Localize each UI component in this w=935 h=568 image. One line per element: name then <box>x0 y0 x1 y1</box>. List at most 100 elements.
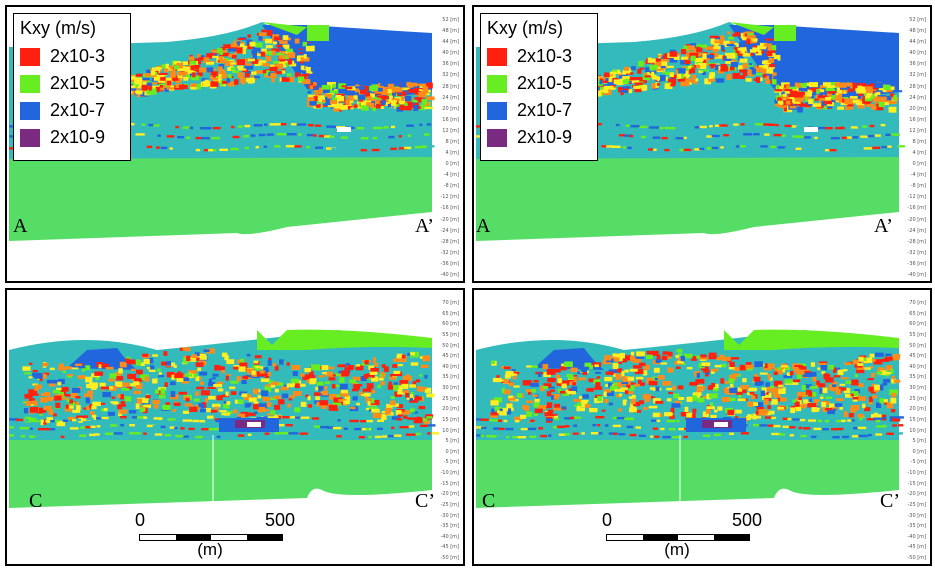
sediment-band <box>62 419 69 422</box>
facies-cell <box>167 80 172 86</box>
sediment-band <box>860 135 869 138</box>
facies-cell <box>704 78 711 85</box>
facies-cell <box>613 382 623 388</box>
facies-cell <box>713 46 721 50</box>
facies-cell <box>41 393 47 396</box>
depth-tick-label: 12 [m] <box>442 127 459 134</box>
facies-cell <box>845 394 853 398</box>
facies-cell <box>847 90 856 96</box>
facies-cell <box>843 388 851 394</box>
facies-cell <box>300 373 305 377</box>
facies-cell <box>825 85 835 92</box>
depth-tick-label: 20 [m] <box>909 105 926 112</box>
facies-cell <box>264 386 272 392</box>
facies-cell <box>667 367 674 373</box>
sediment-band <box>564 433 571 436</box>
facies-cell <box>130 383 137 387</box>
sediment-band <box>817 419 822 423</box>
facies-cell <box>774 99 778 105</box>
facies-cell <box>424 374 428 379</box>
sediment-band <box>137 416 146 419</box>
facies-cell <box>783 105 787 112</box>
legend-swatch <box>20 47 40 66</box>
facies-cell <box>270 72 277 79</box>
facies-cell <box>570 367 578 373</box>
facies-cell <box>305 394 309 398</box>
facies-cell <box>769 385 774 389</box>
facies-cell <box>698 378 705 384</box>
facies-cell <box>893 379 901 383</box>
facies-cell <box>265 369 269 373</box>
sediment-band <box>513 428 520 431</box>
facies-cell <box>148 369 156 372</box>
depth-tick-label: 55 [m] <box>442 331 459 338</box>
facies-cell <box>864 407 871 412</box>
facies-cell <box>397 404 404 409</box>
permeability-patch <box>724 329 899 350</box>
depth-tick-label: -25 [m] <box>907 501 926 508</box>
facies-cell <box>319 400 328 406</box>
facies-cell <box>128 76 136 80</box>
facies-cell <box>177 371 182 374</box>
sediment-band <box>830 137 840 140</box>
facies-cell <box>818 92 823 97</box>
sediment-band <box>264 123 268 126</box>
facies-cell <box>241 393 248 398</box>
facies-cell <box>823 373 830 380</box>
void-cell <box>247 422 261 427</box>
facies-cell <box>774 90 783 93</box>
facies-cell <box>328 404 338 411</box>
facies-cell <box>118 368 123 374</box>
facies-cell <box>624 355 633 361</box>
sediment-band <box>795 147 802 150</box>
depth-tick-label: -36 [m] <box>440 260 459 267</box>
facies-cell <box>84 415 89 418</box>
sediment-band <box>641 418 646 422</box>
facies-cell <box>263 367 269 371</box>
sediment-band <box>476 426 485 429</box>
facies-cell <box>99 382 106 387</box>
facies-cell <box>223 403 230 409</box>
facies-cell <box>742 63 748 69</box>
facies-cell <box>208 382 216 387</box>
depth-tick-label: 60 [m] <box>442 321 459 328</box>
depth-tick-label: 48 [m] <box>909 28 926 35</box>
sediment-band <box>604 416 610 419</box>
facies-cell <box>221 52 230 57</box>
facies-cell <box>370 389 376 394</box>
facies-cell <box>402 390 410 393</box>
sediment-band <box>773 133 782 137</box>
sediment-band <box>890 123 899 126</box>
facies-cell <box>854 374 858 378</box>
facies-cell <box>626 382 636 385</box>
sediment-band <box>625 124 630 127</box>
facies-cell <box>378 86 388 93</box>
sediment-band <box>374 435 382 439</box>
sediment-band <box>324 135 331 138</box>
facies-cell <box>799 403 807 409</box>
facies-cell <box>218 56 224 61</box>
sediment-band <box>131 416 138 419</box>
legend-title: Kxy (m/s) <box>487 18 563 38</box>
sediment-band <box>129 432 135 435</box>
facies-cell <box>820 396 824 399</box>
depth-tick-label: -32 [m] <box>440 249 459 256</box>
sediment-band <box>146 424 156 428</box>
sediment-band <box>546 418 554 421</box>
sediment-band <box>792 418 800 421</box>
sediment-band <box>505 427 514 431</box>
facies-cell <box>863 357 873 363</box>
facies-cell <box>371 398 375 404</box>
facies-cell <box>594 364 599 368</box>
facies-cell <box>875 417 880 423</box>
legend-swatch <box>20 101 40 120</box>
facies-cell <box>739 364 747 371</box>
sediment-band <box>89 433 96 437</box>
facies-cell <box>783 106 793 113</box>
facies-cell <box>426 82 433 89</box>
facies-cell <box>236 41 241 46</box>
sediment-band <box>143 432 147 435</box>
facies-cell <box>749 392 755 395</box>
facies-cell <box>307 97 315 102</box>
facies-cell <box>144 82 153 86</box>
